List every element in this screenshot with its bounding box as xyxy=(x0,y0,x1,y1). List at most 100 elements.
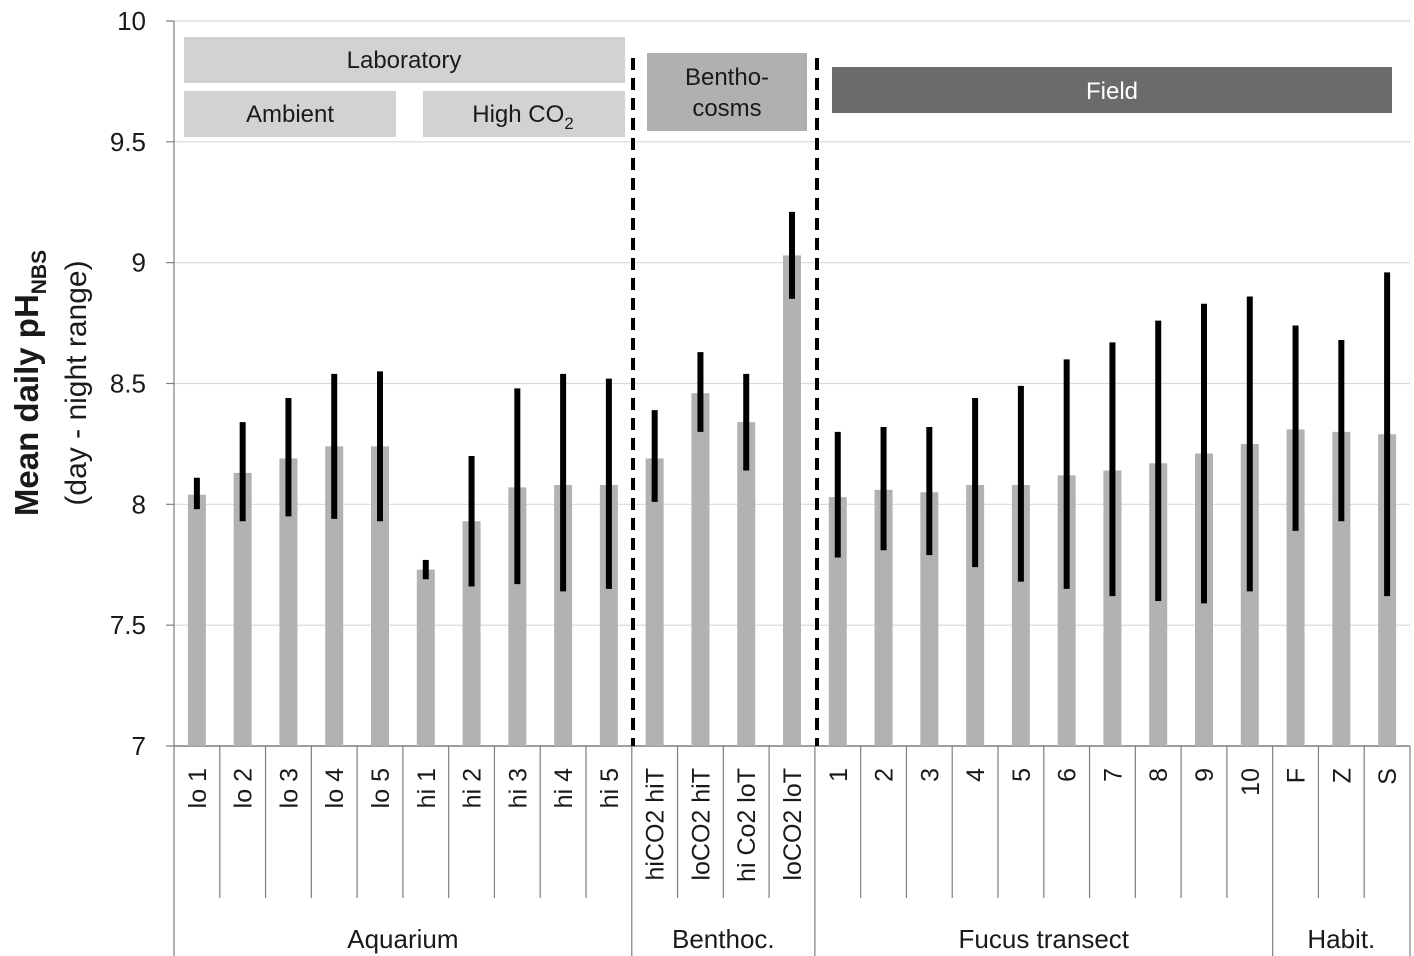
bar xyxy=(599,485,618,746)
y-tick-label: 9 xyxy=(132,248,146,278)
bar xyxy=(462,521,481,746)
y-tick-label: 9.5 xyxy=(110,127,146,157)
y-axis-sublabel: (day - night range) xyxy=(60,260,93,505)
benthocosms-label-line1: Bentho- xyxy=(685,64,769,91)
category-label-group: hiCO2 hiT xyxy=(642,768,670,881)
bar xyxy=(783,255,801,746)
high-co2-text: High CO xyxy=(472,101,564,128)
category-label-group: lo 2 xyxy=(230,768,258,808)
bar xyxy=(645,458,664,746)
bar xyxy=(1332,431,1351,746)
category-label-group: 9 xyxy=(1191,768,1219,782)
category-label: F xyxy=(1283,768,1311,783)
bar xyxy=(371,446,389,746)
category-label-group: loCO2 loT xyxy=(779,768,807,881)
category-label-group: hi Co2 loT xyxy=(733,768,761,882)
category-label: S xyxy=(1374,768,1402,785)
category-dividers xyxy=(173,746,1411,956)
bar xyxy=(233,472,252,746)
category-label-group: 10 xyxy=(1237,768,1265,796)
category-label-group: S xyxy=(1374,768,1402,785)
category-label-group: 3 xyxy=(916,768,944,782)
field-label: Field xyxy=(1086,78,1138,105)
y-axis-label-main: Mean daily pHNBS xyxy=(8,250,51,516)
category-label-group: F xyxy=(1283,768,1311,783)
category-label-group: hi 3 xyxy=(504,768,532,808)
y-axis-label-line2: (day - night range) xyxy=(60,260,93,505)
category-label: hi 5 xyxy=(596,768,624,808)
category-label: hi 1 xyxy=(413,768,441,808)
category-label-group: Z xyxy=(1328,768,1356,783)
category-label-group: lo 5 xyxy=(367,768,395,808)
category-label: hiCO2 hiT xyxy=(642,768,670,881)
high-co2-box xyxy=(423,91,625,137)
category-label-group: 1 xyxy=(825,768,853,782)
category-label-group: 2 xyxy=(871,768,899,782)
laboratory-label: Laboratory xyxy=(347,47,462,74)
y-axis-ticks: 7 7.5 8 8.5 9 9.5 10 xyxy=(110,6,175,761)
category-label-group: 6 xyxy=(1054,768,1082,782)
y-tick-label: 7 xyxy=(132,731,146,761)
category-label-group: lo 1 xyxy=(184,768,212,808)
bar xyxy=(187,494,206,746)
bars xyxy=(187,255,1397,746)
category-label-group: 7 xyxy=(1099,768,1127,782)
bar xyxy=(828,497,847,746)
laboratory-box xyxy=(184,37,625,83)
category-label: loCO2 loT xyxy=(779,768,807,881)
group-label: Benthoc. xyxy=(672,924,775,954)
category-label: 1 xyxy=(825,768,853,782)
ambient-box xyxy=(184,91,396,137)
category-label-group: hi 1 xyxy=(413,768,441,808)
category-label-group: 4 xyxy=(962,768,990,782)
category-label: hi Co2 loT xyxy=(733,768,761,882)
benthocosms-box xyxy=(647,53,807,131)
category-label-group: hi 2 xyxy=(459,768,487,808)
bar xyxy=(416,569,435,746)
field-box xyxy=(832,67,1392,113)
bar xyxy=(1011,485,1030,746)
category-label: lo 5 xyxy=(367,768,395,808)
category-label-group: lo 3 xyxy=(275,768,303,808)
category-label: 4 xyxy=(962,768,990,782)
category-label: hi 2 xyxy=(459,768,487,808)
group-labels: Aquarium Benthoc. Fucus transect Habit. xyxy=(347,924,1375,954)
bar xyxy=(1103,470,1122,746)
group-label: Aquarium xyxy=(347,924,458,954)
category-label-group: 5 xyxy=(1008,768,1036,782)
bar xyxy=(874,489,893,746)
category-label-group: loCO2 hiT xyxy=(687,768,715,881)
category-label: lo 1 xyxy=(184,768,212,808)
category-label: 10 xyxy=(1237,768,1265,796)
bar xyxy=(325,446,344,746)
category-label: loCO2 hiT xyxy=(687,768,715,881)
y-tick-label: 7.5 xyxy=(110,610,146,640)
category-label: lo 3 xyxy=(275,768,303,808)
category-label-group: lo 4 xyxy=(321,768,349,808)
group-label: Habit. xyxy=(1307,924,1375,954)
bar xyxy=(1149,463,1168,746)
bar xyxy=(508,487,527,746)
category-label-group: 8 xyxy=(1145,768,1173,782)
bar xyxy=(1057,475,1076,746)
y-tick-label: 10 xyxy=(117,6,146,36)
category-label-group: hi 4 xyxy=(550,768,578,808)
y-axis-label: Mean daily pHNBS xyxy=(8,250,51,516)
bar xyxy=(966,485,985,746)
category-label: 7 xyxy=(1099,768,1127,782)
y-tick-label: 8.5 xyxy=(110,369,146,399)
y-axis-label-text: Mean daily pH xyxy=(8,294,45,516)
ambient-label: Ambient xyxy=(246,101,334,128)
category-label: lo 2 xyxy=(230,768,258,808)
category-label: hi 3 xyxy=(504,768,532,808)
high-co2-label: High CO2 xyxy=(472,101,574,133)
category-label: 2 xyxy=(871,768,899,782)
bar xyxy=(1286,429,1305,746)
y-axis-label-subscript: NBS xyxy=(28,250,51,294)
high-co2-subscript: 2 xyxy=(564,114,573,133)
bar xyxy=(279,458,298,746)
category-label: 8 xyxy=(1145,768,1173,782)
category-label: lo 4 xyxy=(321,768,349,808)
category-labels: lo 1 lo 2 lo 3 lo 4 lo 5 hi 1 hi 2 hi 3 hi 4 hi 5… xyxy=(184,768,1402,882)
